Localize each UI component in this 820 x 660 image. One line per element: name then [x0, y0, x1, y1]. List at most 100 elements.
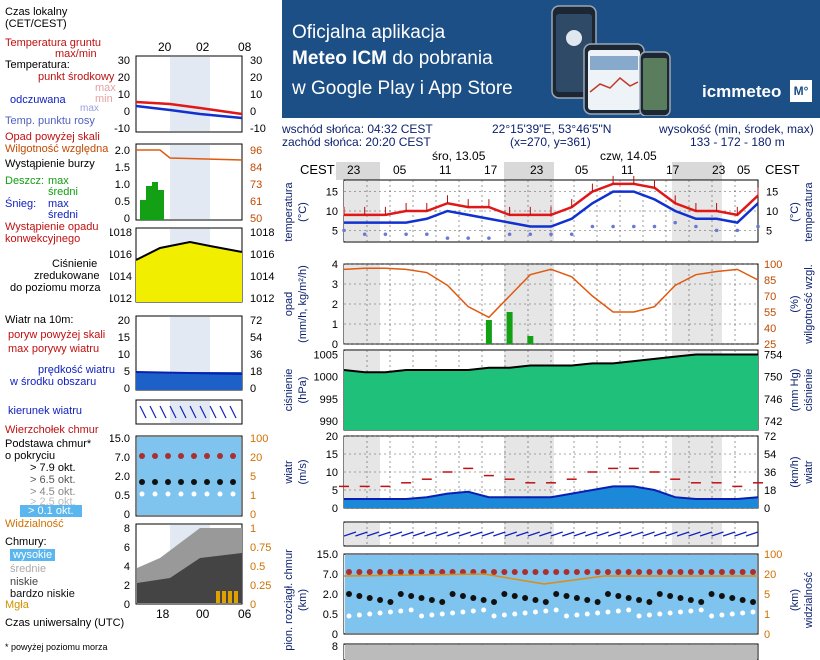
wind-direction-arrow [711, 531, 724, 537]
legend-cloud-tick: 0 [124, 599, 130, 611]
legend-cloud-top-dot [230, 453, 236, 459]
legend-cloud-base-dot-thin [191, 491, 197, 497]
cloud-top-dot [594, 569, 601, 575]
cloud-top-dot [418, 569, 425, 575]
cloud-base-dot [698, 599, 705, 605]
cloud-base-dot [346, 591, 352, 597]
legend-cloud-top-dot [165, 453, 171, 459]
cloud-axis-unit: (km) [297, 589, 309, 611]
cloud-base-dot-thin [709, 613, 715, 619]
pressure-axis-label: ciśnienie [283, 369, 295, 412]
legend-cloud-top-dot [152, 453, 158, 459]
temp-axis-label: temperatura [283, 181, 295, 241]
dew-point-dot [652, 224, 657, 229]
wind-direction-arrow [355, 531, 368, 537]
cloud-base-dot-thin [429, 612, 435, 618]
legend-cloud-base-dot [230, 479, 236, 485]
cloud-axis-label: pion. rozciągł. chmur [283, 549, 295, 651]
legend-humidity-tick: 84 [250, 162, 262, 174]
humidity-axis-unit: (%) [789, 295, 801, 312]
cloud-base-dot [470, 595, 477, 601]
local-time-zone: (CET/CEST) [5, 18, 67, 30]
very-low-clouds-label: bardzo niskie [10, 588, 75, 600]
pressure-tick: 1005 [314, 349, 338, 361]
legend-cloud-tick: 8 [124, 523, 130, 535]
temp-max-label: max [95, 82, 116, 94]
cloud-base-dot-thin [470, 608, 476, 614]
cloud-top-dot [449, 569, 456, 575]
cloud-base-dot-thin [419, 613, 425, 619]
pressure-tick: 1000 [314, 372, 338, 384]
precip-tick: 4 [332, 259, 338, 271]
meteo-badge: M° [790, 80, 812, 102]
legend-cloud-base-dot [204, 479, 210, 485]
wind-direction-label: kierunek wiatru [8, 405, 82, 417]
legend-cloud-tick: 6 [124, 542, 130, 554]
legend-wind-arrow [189, 405, 197, 419]
cloud-base-dot [387, 599, 394, 605]
timezone-label-right: CEST [765, 162, 800, 177]
cloud-base-dot [636, 597, 643, 603]
legend-cloud-top-dot [217, 453, 223, 459]
cloud-base-dot-thin [398, 608, 404, 614]
legend-precip-tick: 0 [124, 213, 130, 225]
legend-wind-tick-right: 54 [250, 332, 262, 344]
wind-axis-label: wiatr [283, 460, 295, 485]
cloud-base-dot [480, 597, 487, 603]
legend-temp-tick: 0 [124, 106, 130, 118]
cloud-base-dot [708, 591, 715, 597]
temp-min-label: min [95, 93, 113, 105]
dew-point-dot [487, 236, 491, 240]
precip-tick: 2 [332, 299, 338, 311]
cloud-base-tick: 0 [332, 629, 338, 641]
wind-area-label: w środku obszaru [10, 376, 97, 388]
hour-label: 11 [439, 163, 452, 177]
temp-series-1 [344, 190, 759, 228]
cloud-base-dot-thin [667, 610, 673, 616]
cloud-base-dot-thin [584, 611, 590, 617]
okta-01-label: > 0.1 okt. [20, 505, 82, 517]
legend-cloud-base-dot-thin [152, 491, 158, 497]
cloud-base-dot [522, 595, 529, 601]
legend-visibility-tick: 20 [250, 452, 262, 464]
app-banner[interactable]: Oficjalna aplikacja Meteo ICM do pobrani… [282, 0, 820, 118]
cloud-top-dot [532, 569, 539, 575]
legend-visibility-tick: 0 [250, 509, 256, 521]
dew-point-dot [673, 220, 677, 225]
snow-mean-label: średni [48, 209, 78, 221]
cloud-top-dot [677, 569, 684, 575]
legend-visibility-tick: 1 [250, 490, 256, 502]
wind-tick-right: 0 [764, 503, 770, 515]
clouds-strip [345, 645, 757, 660]
legend-pressure-tick-right: 1012 [250, 293, 274, 305]
legend-humidity-tick: 96 [250, 145, 262, 157]
wind-direction-arrow [527, 531, 540, 537]
hour-label: 17 [666, 163, 680, 177]
high-clouds-label: wysokie [10, 549, 56, 561]
coordinates-text: 22°15'39"E, 53°46'5"N [492, 122, 612, 136]
wind-direction-arrow [630, 531, 644, 537]
legend-fog-bar [234, 591, 238, 603]
cloud-base-dot [491, 599, 498, 605]
legend-temp-tick-right: 10 [250, 89, 262, 101]
legend-wind-arrow [199, 405, 207, 419]
wind-tick-right: 18 [764, 485, 776, 497]
visibility-tick: 20 [764, 569, 776, 581]
cloud-top-dot [522, 569, 529, 575]
legend-pressure-tick-right: 1016 [250, 249, 274, 261]
cloud-top-dot [708, 569, 715, 575]
cloud-base-tick: 0.5 [323, 609, 338, 621]
banner-line-2-rest: do pobrania [387, 48, 493, 69]
wind-direction-arrow [585, 531, 598, 537]
cloud-base-dot-thin [543, 608, 549, 614]
banner-app-name: Meteo ICM [292, 48, 387, 69]
legend-cloud-top-dot [191, 453, 197, 459]
cloud-top-dot [667, 569, 674, 575]
legend-temp-tick-right: 20 [250, 72, 262, 84]
cloud-top-dot [687, 569, 694, 575]
okta-45-label: > 4.5 okt. [30, 486, 76, 498]
legend-rain-bar [158, 190, 164, 220]
elevation-title: wysokość (min, środek, max) [659, 122, 814, 136]
humidity-tick: 70 [764, 291, 776, 303]
legend-night-band [170, 145, 210, 219]
